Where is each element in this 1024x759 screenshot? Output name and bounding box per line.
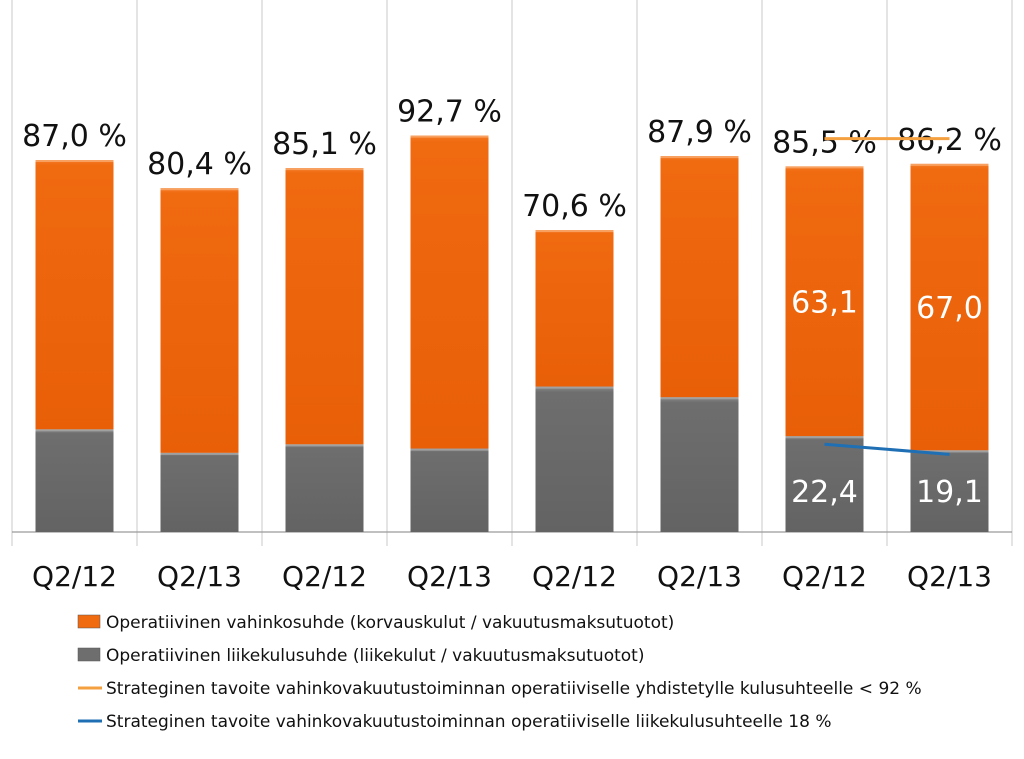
x-tick-label: Q2/12 [782, 560, 867, 593]
data-label-liikekulusuhde: 22,4 [791, 475, 858, 510]
total-label: 85,5 % [772, 125, 877, 160]
total-label: 86,2 % [897, 123, 1002, 158]
data-label-liikekulusuhde: 19,1 [916, 475, 983, 510]
x-tick-label: Q2/12 [532, 560, 617, 593]
target-line-expense-ratio [824, 442, 950, 456]
legend-label: Operatiivinen liikekulusuhde (liikekulut… [106, 646, 644, 666]
bar-liikekulusuhde [535, 386, 614, 532]
total-label: 92,7 % [397, 95, 502, 130]
total-label: 87,0 % [22, 119, 127, 154]
bar-vahinkosuhde [910, 163, 989, 451]
bar-liikekulusuhde [285, 444, 364, 532]
legend-label: Strateginen tavoite vahinkovakuutustoimi… [106, 712, 832, 732]
bar-vahinkosuhde [660, 156, 739, 398]
data-label-vahinkosuhde: 63,1 [791, 285, 858, 320]
bar-liikekulusuhde [785, 436, 864, 532]
legend-label: Strateginen tavoite vahinkovakuutustoimi… [106, 679, 922, 699]
total-label: 87,9 % [647, 115, 752, 150]
total-label: 70,6 % [522, 189, 627, 224]
x-tick-label: Q2/13 [407, 560, 492, 593]
x-tick-label: Q2/13 [157, 560, 242, 593]
x-tick-label: Q2/13 [907, 560, 992, 593]
legend-label: Operatiivinen vahinkosuhde (korvauskulut… [106, 613, 674, 633]
x-tick-label: Q2/13 [657, 560, 742, 593]
bar-liikekulusuhde [410, 448, 489, 532]
bar-vahinkosuhde [285, 168, 364, 445]
legend-swatch [77, 647, 101, 662]
x-tick-label: Q2/12 [282, 560, 367, 593]
total-label: 85,1 % [272, 127, 377, 162]
bar-liikekulusuhde [910, 450, 989, 532]
data-label-vahinkosuhde: 67,0 [916, 291, 983, 326]
bar-vahinkosuhde [410, 135, 489, 449]
x-tick-label: Q2/12 [32, 560, 117, 593]
bar-liikekulusuhde [160, 452, 239, 532]
total-label: 80,4 % [147, 147, 252, 182]
bar-liikekulusuhde [35, 429, 114, 532]
bar-liikekulusuhde [660, 397, 739, 532]
bar-vahinkosuhde [785, 166, 864, 437]
bar-vahinkosuhde [535, 230, 614, 387]
bar-vahinkosuhde [160, 188, 239, 453]
bar-vahinkosuhde [35, 160, 114, 430]
legend-swatch [77, 614, 101, 629]
